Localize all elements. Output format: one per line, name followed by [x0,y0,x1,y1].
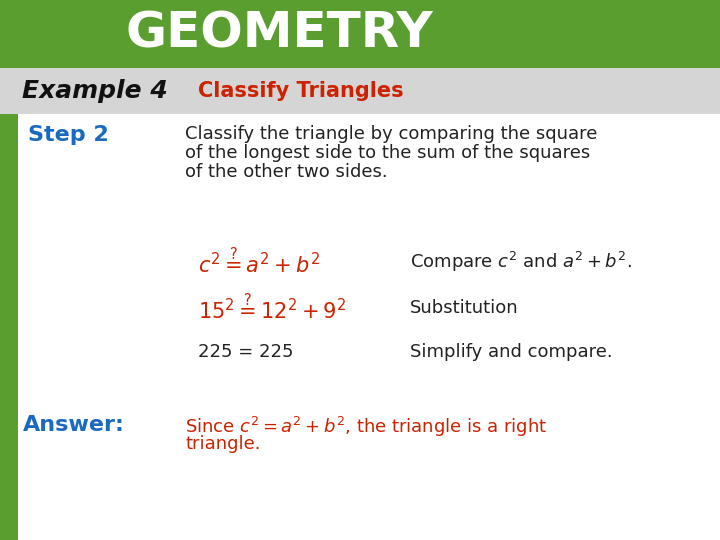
Text: Simplify and compare.: Simplify and compare. [410,343,613,361]
Text: $\mathit{c}^2 \overset{?}{=} \mathit{a}^2 + \mathit{b}^2$: $\mathit{c}^2 \overset{?}{=} \mathit{a}^… [198,247,320,278]
Text: Step 2: Step 2 [28,125,109,145]
Text: triangle.: triangle. [185,435,261,453]
Bar [0,0,720,68]
Bar [0,68,720,114]
Text: Substitution: Substitution [410,299,518,317]
Text: Classify the triangle by comparing the square: Classify the triangle by comparing the s… [185,125,598,143]
Text: of the other two sides.: of the other two sides. [185,163,387,181]
Text: of the longest side to the sum of the squares: of the longest side to the sum of the sq… [185,144,590,162]
Text: 225 = 225: 225 = 225 [198,343,294,361]
Text: $15^2 \overset{?}{=} 12^2 + 9^2$: $15^2 \overset{?}{=} 12^2 + 9^2$ [198,293,346,323]
Bar [0,114,18,540]
Text: Since $\mathit{c}^2 = \mathit{a}^2 + \mathit{b}^2$, the triangle is a right: Since $\mathit{c}^2 = \mathit{a}^2 + \ma… [185,415,547,439]
Text: Answer:: Answer: [23,415,125,435]
Text: Example 4: Example 4 [22,79,168,103]
Text: GEOMETRY: GEOMETRY [125,10,433,58]
Text: Compare $\mathit{c}^2$ and $\mathit{a}^2 + \mathit{b}^2$.: Compare $\mathit{c}^2$ and $\mathit{a}^2… [410,250,632,274]
Text: Classify Triangles: Classify Triangles [198,81,404,101]
